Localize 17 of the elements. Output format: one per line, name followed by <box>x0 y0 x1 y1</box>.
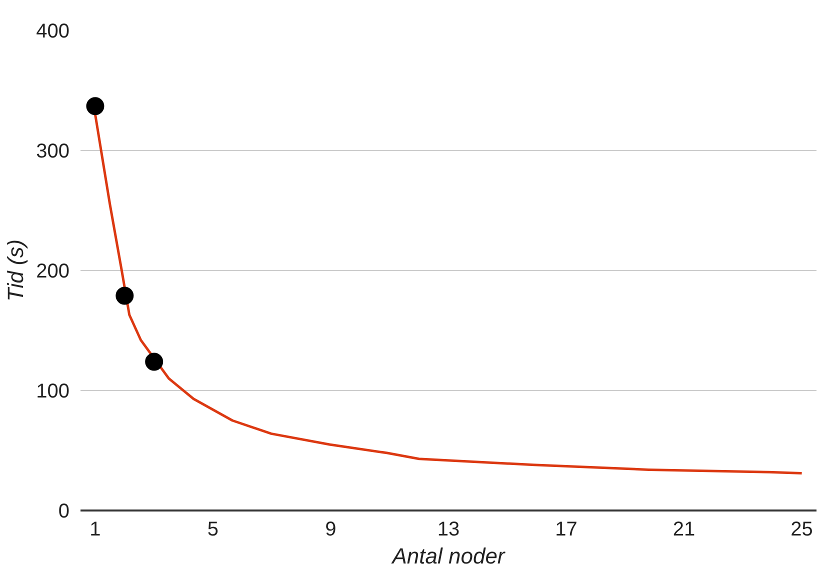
x-axis-title: Antal noder <box>390 544 506 568</box>
x-tick-label: 17 <box>555 518 578 540</box>
x-tick-label: 9 <box>325 518 336 540</box>
x-tick-label: 25 <box>790 518 813 540</box>
x-tick-label: 1 <box>90 518 101 540</box>
y-tick-label: 100 <box>36 380 70 402</box>
x-tick-label: 13 <box>437 518 460 540</box>
y-tick-label: 0 <box>58 500 70 522</box>
point <box>145 352 164 371</box>
y-tick-label: 200 <box>36 260 70 282</box>
y-tick-label: 300 <box>36 140 70 162</box>
x-tick-label: 5 <box>207 518 219 540</box>
y-tick-label: 400 <box>36 20 70 42</box>
y-axis-title: Tid (s) <box>3 239 28 302</box>
x-tick-label: 21 <box>672 518 696 540</box>
point <box>116 286 134 305</box>
point <box>86 97 104 116</box>
